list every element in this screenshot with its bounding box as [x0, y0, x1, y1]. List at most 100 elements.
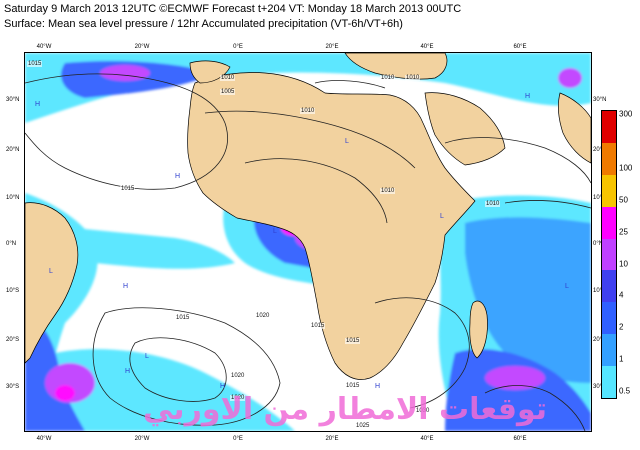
low-pressure-marker: L: [345, 138, 349, 145]
lat-tick-right: 0°N: [593, 241, 604, 247]
precip-cyan-south-atlantic: [55, 349, 295, 431]
isobar-label: 1030: [415, 408, 431, 414]
low-pressure-marker: L: [273, 228, 277, 235]
legend-label: 100: [619, 163, 633, 173]
lat-tick-right: 30°S: [593, 384, 607, 390]
high-pressure-marker: H: [220, 383, 226, 390]
header-line-1: Saturday 9 March 2013 12UTC ©ECMWF Forec…: [4, 3, 462, 15]
lon-tick-bottom: 20°W: [134, 436, 150, 442]
isobar-label: 1005: [220, 89, 236, 95]
forecast-map: 1015 1010 1005 1010 1010 1010 1015 1015 1015 1010…: [24, 52, 592, 432]
legend-label: 4: [619, 290, 624, 300]
header-line-2: Surface: Mean sea level pressure / 12hr …: [4, 18, 403, 30]
isobar-5: [129, 337, 227, 402]
lat-tick-left: 20°S: [6, 337, 20, 343]
lat-tick-right: 10°S: [593, 288, 607, 294]
lat-tick-left: 30°N: [6, 97, 20, 103]
lon-tick-top: 20°W: [134, 44, 150, 50]
legend-label: 10: [619, 259, 628, 268]
lon-tick-top: 0°E: [233, 44, 243, 50]
isobar-label: 1015: [310, 323, 326, 329]
precip-core-ne: [558, 68, 582, 88]
lat-tick-left: 10°S: [6, 288, 20, 294]
legend-color-box: [602, 334, 616, 367]
lat-tick-right: 30°N: [593, 97, 607, 103]
isobar-10: [314, 80, 386, 89]
isobar-3: [244, 158, 388, 224]
watermark-text: توقعات الامطار من الاوربي: [142, 392, 548, 427]
legend-label: 300: [619, 109, 633, 119]
land-south-america: [25, 202, 79, 364]
land-india: [557, 92, 591, 164]
isobar-label: 1020: [255, 313, 271, 319]
isobar-7: [374, 297, 470, 409]
precip-core-south-indian: [485, 366, 545, 390]
land-europe-east: [344, 53, 448, 80]
map-canvas: [25, 53, 591, 431]
isobar-4: [92, 307, 281, 426]
isobar-label: 1010: [380, 188, 396, 194]
lat-tick-right: 20°N: [593, 147, 607, 153]
high-pressure-marker: H: [35, 101, 41, 108]
isobar-1: [25, 73, 228, 190]
isobar-layer: [25, 73, 591, 431]
isobar-label: 1010: [300, 108, 316, 114]
low-pressure-marker: L: [565, 283, 569, 290]
legend-color-box: [602, 238, 616, 271]
legend-label: 1: [619, 354, 624, 364]
high-pressure-marker: H: [125, 368, 131, 375]
high-pressure-marker: H: [175, 173, 181, 180]
isobar-label: 1025: [355, 423, 371, 429]
isobar-8: [484, 385, 586, 431]
isobar-label: 1015: [175, 315, 191, 321]
isobar-9: [504, 200, 591, 209]
lon-tick-top: 40°W: [36, 44, 52, 50]
lat-tick-left: 10°N: [6, 195, 20, 201]
legend-color-box: [602, 111, 616, 143]
legend-label: 2: [619, 322, 624, 332]
precip-blue-indian-ocean: [465, 217, 591, 383]
legend-color-box: [602, 270, 616, 303]
lon-tick-bottom: 40°E: [420, 436, 434, 442]
isobar-label: 1020: [230, 373, 246, 379]
low-pressure-marker: L: [145, 353, 149, 360]
precip-legend: [601, 110, 617, 399]
land-layer: [25, 53, 591, 380]
legend-label: 50: [619, 195, 628, 205]
land-madagascar: [469, 300, 488, 359]
legend-label: 0.5: [619, 386, 631, 396]
isobar-2: [204, 110, 416, 169]
isobar-label: 1020: [230, 395, 246, 401]
high-pressure-marker: H: [123, 283, 129, 290]
isobar-label: 1015: [27, 61, 43, 67]
low-pressure-marker: L: [440, 213, 444, 220]
legend-color-box: [602, 302, 616, 335]
legend-label: 25: [619, 227, 628, 237]
isobar-label: 1015: [120, 186, 136, 192]
isobar-label: 1010: [380, 75, 396, 81]
map-header: Saturday 9 March 2013 12UTC ©ECMWF Forec…: [4, 2, 461, 32]
isobar-6: [444, 137, 591, 184]
lon-tick-top: 40°E: [420, 44, 434, 50]
lat-tick-left: 30°S: [6, 384, 20, 390]
land-arabia: [424, 92, 506, 166]
isobar-label: 1010: [220, 75, 236, 81]
lon-tick-bottom: 20°E: [325, 436, 339, 442]
lon-tick-bottom: 0°E: [233, 436, 243, 442]
precip-blue-south-madagascar: [445, 349, 591, 431]
isobar-label: 1015: [345, 338, 361, 344]
lon-tick-top: 60°E: [513, 44, 527, 50]
legend-color-box: [602, 366, 616, 398]
precip-core-north: [100, 65, 150, 81]
precip-core-sw-atlantic-2: [55, 385, 75, 401]
lon-tick-top: 20°E: [325, 44, 339, 50]
lat-tick-left: 0°N: [6, 241, 17, 247]
land-africa: [187, 72, 476, 380]
lon-tick-bottom: 40°W: [36, 436, 52, 442]
high-pressure-marker: H: [375, 383, 381, 390]
low-pressure-marker: L: [49, 268, 53, 275]
lon-tick-bottom: 60°E: [513, 436, 527, 442]
lat-tick-right: 10°N: [593, 195, 607, 201]
high-pressure-marker: H: [525, 93, 531, 100]
isobar-label: 1015: [345, 383, 361, 389]
